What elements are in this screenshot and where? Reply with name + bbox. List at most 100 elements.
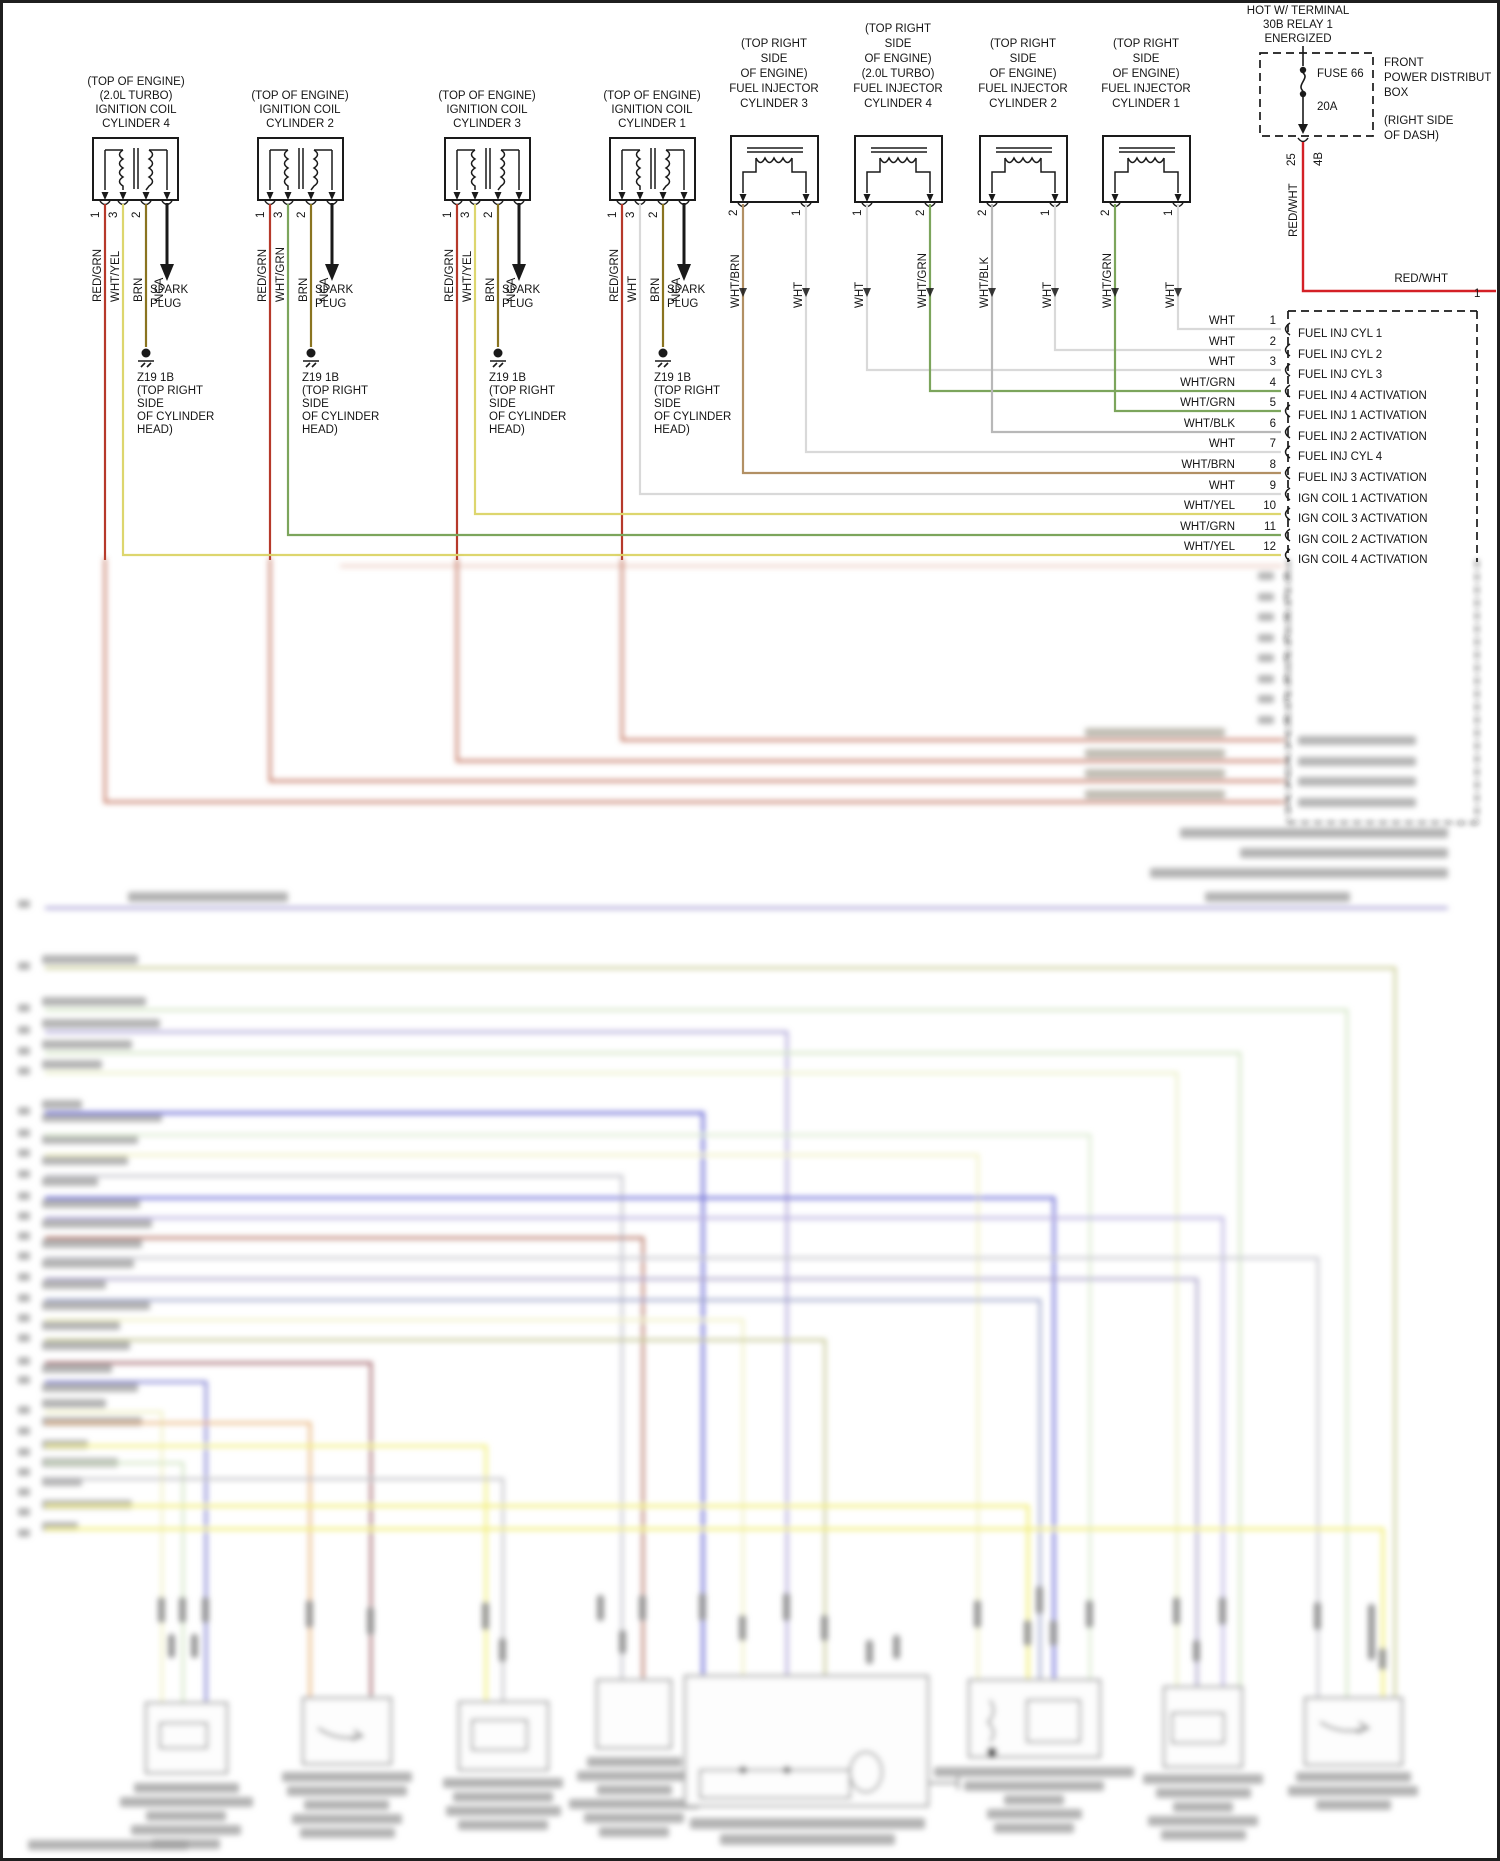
svg-text:CYLINDER 3: CYLINDER 3 <box>740 98 808 110</box>
svg-text:(TOP RIGHT: (TOP RIGHT <box>1113 38 1179 50</box>
svg-text:2: 2 <box>1100 210 1112 216</box>
svg-text:IGNITION COIL: IGNITION COIL <box>611 104 693 116</box>
svg-text:BRN: BRN <box>298 278 310 302</box>
svg-text:HEAD): HEAD) <box>654 424 690 436</box>
svg-text:1: 1 <box>1270 315 1276 327</box>
svg-text:WHT/YEL: WHT/YEL <box>1184 500 1236 512</box>
injector-box <box>854 135 943 203</box>
svg-text:OF ENGINE): OF ENGINE) <box>989 68 1056 80</box>
svg-text:IGN COIL 2 ACTIVATION: IGN COIL 2 ACTIVATION <box>1298 534 1428 546</box>
svg-text:SIDE: SIDE <box>1010 53 1037 65</box>
svg-text:WHT: WHT <box>627 276 639 302</box>
wire-direction-arrows <box>739 288 1182 297</box>
svg-text:WHT/YEL: WHT/YEL <box>110 250 122 302</box>
svg-text:3: 3 <box>273 212 285 218</box>
sensor-boxes <box>120 1674 1418 1849</box>
svg-text:RED/GRN: RED/GRN <box>257 249 269 302</box>
svg-text:Z19 1B: Z19 1B <box>302 372 339 384</box>
svg-text:2: 2 <box>728 210 740 216</box>
svg-text:FUEL INJ CYL 1: FUEL INJ CYL 1 <box>1298 328 1382 340</box>
svg-text:NCA: NCA <box>506 277 518 302</box>
ground-icon <box>138 348 671 368</box>
svg-text:WHT/BRN: WHT/BRN <box>730 254 742 308</box>
svg-text:FUEL INJ 3 ACTIVATION: FUEL INJ 3 ACTIVATION <box>1298 472 1427 484</box>
svg-text:WHT/YEL: WHT/YEL <box>462 250 474 302</box>
svg-text:WHT: WHT <box>1165 282 1177 308</box>
svg-text:OF DASH): OF DASH) <box>1384 130 1439 142</box>
svg-text:25: 25 <box>1286 153 1298 166</box>
svg-text:NCA: NCA <box>671 277 683 302</box>
svg-text:WHT: WHT <box>1209 315 1235 327</box>
svg-text:(TOP OF ENGINE): (TOP OF ENGINE) <box>603 90 701 102</box>
svg-text:WHT/YEL: WHT/YEL <box>1184 541 1236 553</box>
svg-text:3: 3 <box>1270 356 1276 368</box>
svg-text:RED/GRN: RED/GRN <box>92 249 104 302</box>
fuel-injector-cylinder-2: (TOP RIGHT SIDE OF ENGINE) FUEL INJECTOR… <box>977 38 1068 308</box>
svg-text:BOX: BOX <box>1384 87 1409 99</box>
svg-text:WHT: WHT <box>854 282 866 308</box>
svg-text:FUEL INJ CYL 2: FUEL INJ CYL 2 <box>1298 349 1382 361</box>
svg-text:(TOP RIGHT: (TOP RIGHT <box>137 385 203 397</box>
svg-text:CYLINDER 1: CYLINDER 1 <box>618 118 686 130</box>
svg-text:(TOP OF ENGINE): (TOP OF ENGINE) <box>251 90 349 102</box>
svg-text:WHT/GRN: WHT/GRN <box>917 253 929 308</box>
ground-label-coil1: Z19 1B (TOP RIGHT SIDE OF CYLINDER HEAD) <box>654 372 731 436</box>
svg-text:(TOP RIGHT: (TOP RIGHT <box>489 385 555 397</box>
svg-text:CYLINDER 2: CYLINDER 2 <box>266 118 334 130</box>
svg-text:1: 1 <box>607 212 619 218</box>
ignition-coil-cylinder-3: (TOP OF ENGINE) IGNITION COIL CYLINDER 3 <box>438 90 536 206</box>
svg-text:ENERGIZED: ENERGIZED <box>1264 33 1331 45</box>
svg-text:BRN: BRN <box>650 278 662 302</box>
svg-text:1: 1 <box>255 212 267 218</box>
svg-text:3: 3 <box>625 212 637 218</box>
svg-text:20A: 20A <box>1317 101 1338 113</box>
svg-text:PLUG: PLUG <box>502 298 533 310</box>
svg-text:SIDE: SIDE <box>137 398 164 410</box>
svg-text:RED/GRN: RED/GRN <box>444 249 456 302</box>
svg-text:SPARK: SPARK <box>667 284 705 296</box>
svg-text:FUEL INJ CYL 3: FUEL INJ CYL 3 <box>1298 369 1382 381</box>
svg-text:5: 5 <box>1270 397 1276 409</box>
fuel-injector-cylinder-3: (TOP RIGHT SIDE OF ENGINE) FUEL INJECTOR… <box>728 38 819 308</box>
red-wht-feed-wire <box>1301 142 1496 293</box>
svg-text:POWER DISTRIBUT: POWER DISTRIBUT <box>1384 72 1491 84</box>
fuel-injector-cylinder-4: (TOP RIGHT SIDE OF ENGINE) (2.0L TURBO) … <box>852 23 943 308</box>
svg-text:BRN: BRN <box>133 278 145 302</box>
svg-text:(TOP RIGHT: (TOP RIGHT <box>654 385 720 397</box>
svg-text:2: 2 <box>977 210 989 216</box>
coil-transformer-icon <box>456 148 520 191</box>
injector-box <box>1102 135 1191 203</box>
svg-text:OF CYLINDER: OF CYLINDER <box>302 411 379 423</box>
ignition-coil-cylinder-2: (TOP OF ENGINE) IGNITION COIL CYLINDER 2 <box>251 90 349 206</box>
svg-text:FUEL INJ 1 ACTIVATION: FUEL INJ 1 ACTIVATION <box>1298 410 1427 422</box>
svg-text:7: 7 <box>1270 438 1276 450</box>
svg-text:HOT W/ TERMINAL: HOT W/ TERMINAL <box>1247 5 1350 17</box>
harness-wires <box>103 204 1281 560</box>
coil-transformer-icon <box>621 148 685 191</box>
svg-text:WHT: WHT <box>793 282 805 308</box>
svg-text:FUEL INJ CYL 4: FUEL INJ CYL 4 <box>1298 451 1383 463</box>
svg-text:RED/WHT: RED/WHT <box>1394 273 1448 285</box>
svg-text:FUSE 66: FUSE 66 <box>1317 68 1364 80</box>
ignition-coil-cylinder-4: (TOP OF ENGINE) (2.0L TURBO) IGNITION CO… <box>87 76 185 206</box>
svg-text:HEAD): HEAD) <box>137 424 173 436</box>
svg-text:(TOP OF ENGINE): (TOP OF ENGINE) <box>87 76 185 88</box>
svg-text:6: 6 <box>1270 418 1276 430</box>
svg-text:OF ENGINE): OF ENGINE) <box>740 68 807 80</box>
svg-text:SIDE: SIDE <box>885 38 912 50</box>
svg-text:FUEL INJECTOR: FUEL INJECTOR <box>1101 83 1190 95</box>
svg-text:1: 1 <box>90 212 102 218</box>
spark-plug-arrows: SPARK PLUG SPARK PLUG SPARK PLUG SPARK P… <box>150 203 705 310</box>
coil-box <box>92 137 179 201</box>
grounds-z19-1b: Z19 1B (TOP RIGHT SIDE OF CYLINDER HEAD)… <box>137 204 731 436</box>
svg-text:1: 1 <box>442 212 454 218</box>
coil-box <box>609 137 696 201</box>
svg-text:OF CYLINDER: OF CYLINDER <box>654 411 731 423</box>
svg-text:CYLINDER 4: CYLINDER 4 <box>864 98 932 110</box>
svg-text:1: 1 <box>1040 210 1052 216</box>
svg-text:NCA: NCA <box>319 277 331 302</box>
svg-text:BRN: BRN <box>485 278 497 302</box>
svg-text:HEAD): HEAD) <box>302 424 338 436</box>
svg-text:IGNITION COIL: IGNITION COIL <box>259 104 341 116</box>
fuse-66-power-distribution: HOT W/ TERMINAL 30B RELAY 1 ENERGIZED FU… <box>1247 5 1496 300</box>
